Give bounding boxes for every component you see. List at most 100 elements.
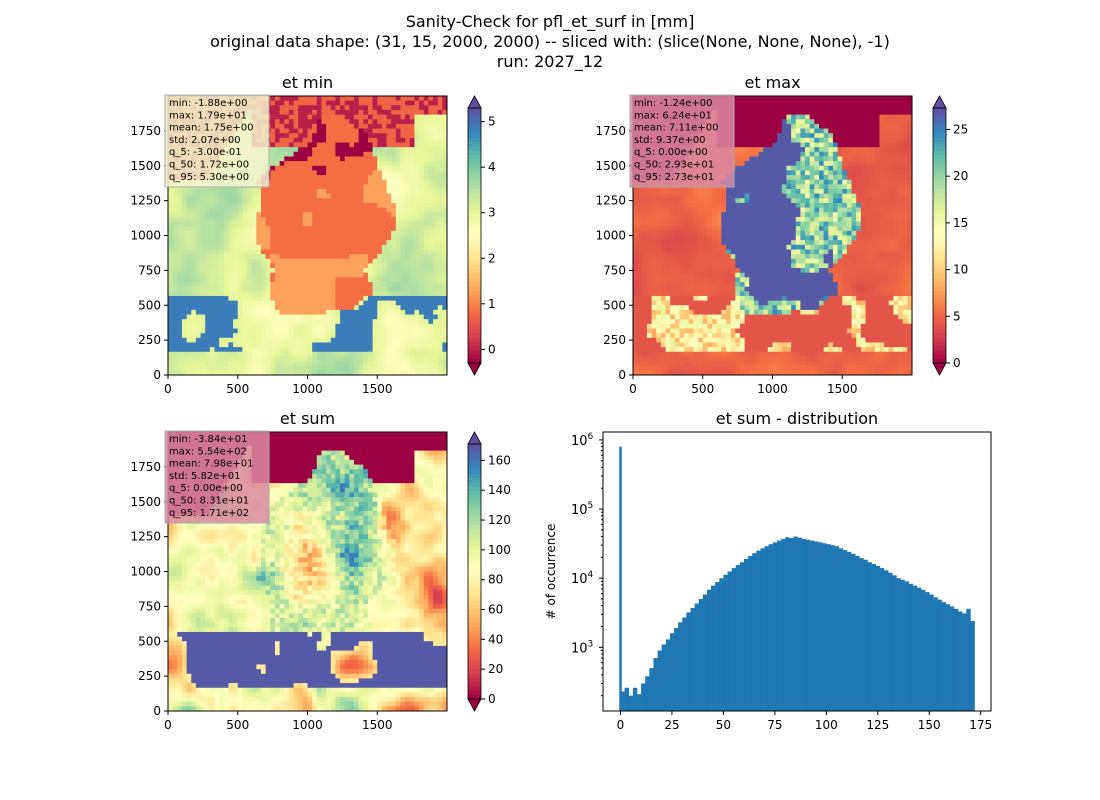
- heatmap-cell: [307, 216, 313, 222]
- heatmap-cell: [419, 314, 425, 320]
- heatmap-cell: [279, 161, 285, 167]
- heatmap-cell: [279, 226, 285, 232]
- heatmap-cell: [898, 189, 904, 195]
- heatmap-cell: [330, 272, 336, 278]
- heatmap-cell: [391, 342, 397, 348]
- heatmap-cell: [367, 277, 373, 283]
- heatmap-cell: [767, 161, 773, 167]
- heatmap-cell: [233, 212, 239, 218]
- heatmap-cell: [251, 254, 257, 260]
- heatmap-cell: [786, 114, 792, 120]
- heatmap-cell: [247, 291, 253, 297]
- heatmap-cell: [814, 109, 820, 115]
- heatmap-cell: [851, 147, 857, 153]
- heatmap-cell: [358, 165, 364, 171]
- heatmap-cell: [879, 137, 885, 143]
- heatmap-cell: [363, 337, 369, 343]
- heatmap-cell: [367, 137, 373, 143]
- heatmap-cell: [191, 277, 197, 283]
- heatmap-cell: [874, 165, 880, 171]
- heatmap-cell: [321, 263, 327, 269]
- heatmap-cell: [739, 119, 745, 125]
- heatmap-cell: [354, 156, 360, 162]
- heatmap-cell: [335, 333, 341, 339]
- heatmap-cell: [819, 96, 825, 102]
- heatmap-cell: [205, 189, 211, 195]
- heatmap-cell: [809, 170, 815, 176]
- heatmap-cell: [335, 189, 341, 195]
- heatmap-cell: [433, 235, 439, 241]
- heatmap-cell: [302, 165, 308, 171]
- heatmap-cell: [735, 175, 741, 181]
- heatmap-cell: [433, 189, 439, 195]
- heatmap-cell: [274, 240, 280, 246]
- heatmap-cell: [391, 328, 397, 334]
- heatmap-cell: [181, 254, 187, 260]
- heatmap-cell: [228, 365, 234, 371]
- heatmap-cell: [237, 212, 243, 218]
- heatmap-cell: [828, 161, 834, 167]
- heatmap-cell: [814, 184, 820, 190]
- heatmap-cell: [442, 109, 448, 115]
- heatmap-cell: [335, 347, 341, 353]
- heatmap-cell: [223, 268, 229, 274]
- heatmap-cell: [233, 226, 239, 232]
- heatmap-cell: [372, 142, 378, 148]
- heatmap-cell: [298, 342, 304, 348]
- heatmap-cell: [168, 370, 174, 376]
- heatmap-cell: [409, 272, 415, 278]
- heatmap-cell: [177, 365, 183, 371]
- heatmap-cell: [805, 109, 811, 115]
- heatmap-cell: [763, 147, 769, 153]
- heatmap-cell: [377, 268, 383, 274]
- heatmap-cell: [442, 365, 448, 371]
- heatmap-cell: [902, 175, 908, 181]
- heatmap-cell: [200, 282, 206, 288]
- heatmap-cell: [284, 114, 290, 120]
- heatmap-cell: [284, 347, 290, 353]
- heatmap-cell: [316, 114, 322, 120]
- heatmap-cell: [219, 291, 225, 297]
- heatmap-cell: [335, 123, 341, 129]
- heatmap-cell: [354, 342, 360, 348]
- heatmap-cell: [367, 300, 373, 306]
- heatmap-cell: [781, 100, 787, 106]
- heatmap-cell: [405, 342, 411, 348]
- x-tick-label: 500: [226, 382, 249, 396]
- heatmap-cell: [395, 128, 401, 134]
- heatmap-cell: [195, 356, 201, 362]
- heatmap-cell: [335, 351, 341, 357]
- heatmap-cell: [409, 198, 415, 204]
- heatmap-cell: [186, 337, 192, 343]
- heatmap-cell: [312, 109, 318, 115]
- heatmap-cell: [330, 356, 336, 362]
- heatmap-cell: [214, 230, 220, 236]
- heatmap-cell: [293, 342, 299, 348]
- heatmap-cell: [846, 156, 852, 162]
- heatmap-cell: [423, 226, 429, 232]
- heatmap-cell: [177, 319, 183, 325]
- heatmap-cell: [330, 123, 336, 129]
- heatmap-cell: [274, 254, 280, 260]
- heatmap-cell: [242, 319, 248, 325]
- heatmap-cell: [386, 342, 392, 348]
- heatmap-cell: [419, 263, 425, 269]
- heatmap-cell: [442, 137, 448, 143]
- heatmap-cell: [423, 230, 429, 236]
- heatmap-cell: [358, 142, 364, 148]
- heatmap-cell: [414, 370, 420, 376]
- heatmap-cell: [293, 235, 299, 241]
- heatmap-cell: [419, 142, 425, 148]
- x-tick-label: 0: [164, 382, 172, 396]
- heatmap-cell: [293, 282, 299, 288]
- heatmap-cell: [261, 258, 267, 264]
- heatmap-cell: [772, 105, 778, 111]
- heatmap-cell: [274, 156, 280, 162]
- heatmap-cell: [293, 221, 299, 227]
- heatmap-cell: [270, 337, 276, 343]
- heatmap-cell: [405, 119, 411, 125]
- heatmap-cell: [381, 342, 387, 348]
- heatmap-cell: [358, 202, 364, 208]
- heatmap-cell: [168, 277, 174, 283]
- heatmap-cell: [247, 370, 253, 376]
